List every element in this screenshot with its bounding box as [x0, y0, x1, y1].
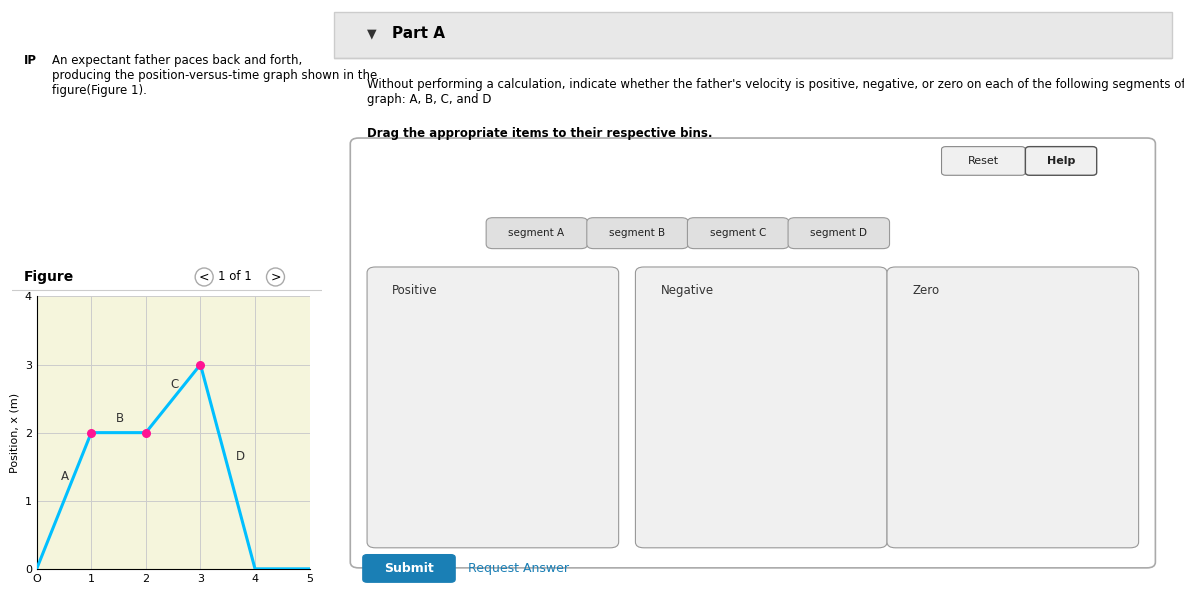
Text: Zero: Zero	[912, 284, 939, 297]
FancyBboxPatch shape	[350, 138, 1156, 568]
Text: Positive: Positive	[392, 284, 438, 297]
Text: 1 of 1: 1 of 1	[218, 270, 252, 284]
Text: IP: IP	[24, 54, 37, 67]
Text: Negative: Negative	[661, 284, 714, 297]
FancyBboxPatch shape	[789, 218, 889, 248]
Text: <: <	[199, 270, 210, 284]
FancyBboxPatch shape	[636, 267, 887, 548]
FancyBboxPatch shape	[941, 147, 1025, 176]
Text: Drag the appropriate items to their respective bins.: Drag the appropriate items to their resp…	[367, 127, 713, 140]
FancyBboxPatch shape	[587, 218, 688, 248]
FancyBboxPatch shape	[334, 12, 1172, 58]
Text: Request Answer: Request Answer	[468, 562, 568, 575]
FancyBboxPatch shape	[367, 267, 619, 548]
Text: Help: Help	[1048, 156, 1075, 166]
Text: Without performing a calculation, indicate whether the father's velocity is posi: Without performing a calculation, indica…	[367, 78, 1184, 106]
FancyBboxPatch shape	[688, 218, 789, 248]
FancyBboxPatch shape	[887, 267, 1139, 548]
Text: segment A: segment A	[508, 228, 565, 238]
Text: ▼: ▼	[367, 27, 377, 40]
Text: Part A: Part A	[392, 26, 445, 41]
Text: segment C: segment C	[709, 228, 766, 238]
Text: Submit: Submit	[384, 562, 433, 575]
FancyBboxPatch shape	[487, 218, 587, 248]
FancyBboxPatch shape	[1025, 147, 1096, 176]
Text: segment D: segment D	[810, 228, 867, 238]
Text: segment B: segment B	[609, 228, 665, 238]
Text: Figure: Figure	[24, 270, 75, 285]
Text: >: >	[270, 270, 281, 284]
FancyBboxPatch shape	[362, 555, 455, 582]
Text: An expectant father paces back and forth,
producing the position-versus-time gra: An expectant father paces back and forth…	[52, 54, 378, 97]
Text: Reset: Reset	[967, 156, 999, 166]
